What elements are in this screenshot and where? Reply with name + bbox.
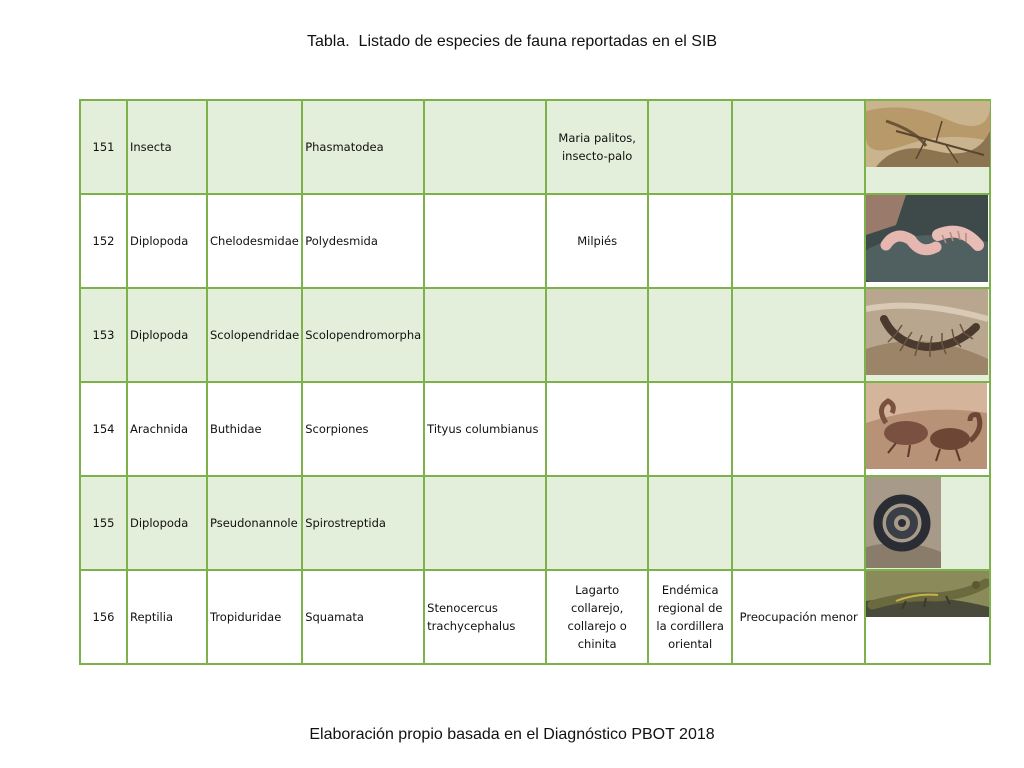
cell-class: Arachnida	[126, 381, 208, 477]
cell-photo	[864, 475, 992, 571]
cell-species	[423, 99, 548, 195]
cell-photo	[864, 569, 992, 665]
cell-family: Pseudonannole	[205, 475, 304, 571]
cell-photo	[864, 193, 992, 289]
cell-order: Scolopendromorpha	[301, 287, 426, 383]
cell-endemism	[647, 475, 734, 571]
table-row: 155 Diplopoda Pseudonannole Spirostrepti…	[79, 475, 992, 571]
cell-family: Scolopendridae	[205, 287, 304, 383]
cell-class: Diplopoda	[126, 193, 208, 289]
ciempies-photo	[866, 289, 989, 375]
table-caption: Elaboración propio basada en el Diagnóst…	[309, 726, 715, 743]
cell-order: Spirostreptida	[301, 475, 426, 571]
cell-number: 151	[79, 99, 128, 195]
table-row: 156 Reptilia Tropiduridae Squamata Steno…	[79, 569, 992, 665]
cell-endemism	[647, 99, 734, 195]
cell-number: 155	[79, 475, 128, 571]
cell-common-name	[545, 287, 650, 383]
cell-common-name: Milpiés	[545, 193, 650, 289]
table-row: 153 Diplopoda Scolopendridae Scolopendro…	[79, 287, 992, 383]
cell-species: Tityus columbianus	[423, 381, 548, 477]
cell-species	[423, 475, 548, 571]
cell-common-name	[545, 475, 650, 571]
cell-species: Stenocercus trachycephalus	[423, 569, 548, 665]
milpies-photo	[866, 195, 989, 282]
cell-endemism: Endémica regional de la cordillera orien…	[647, 569, 734, 665]
cell-family: Chelodesmidae	[205, 193, 304, 289]
cell-family	[205, 99, 304, 195]
cell-threat-category	[731, 287, 867, 383]
cell-photo	[864, 381, 992, 477]
cell-class: Diplopoda	[126, 287, 208, 383]
lagarto-photo	[866, 571, 990, 617]
cell-common-name: Maria palitos, insecto-palo	[545, 99, 650, 195]
table-row: 152 Diplopoda Chelodesmidae Polydesmida …	[79, 193, 992, 289]
cell-endemism	[647, 381, 734, 477]
cell-number: 156	[79, 569, 128, 665]
cell-family: Tropiduridae	[205, 569, 304, 665]
cell-endemism	[647, 287, 734, 383]
cell-species	[423, 287, 548, 383]
cell-threat-category	[731, 99, 867, 195]
cell-class: Insecta	[126, 99, 208, 195]
cell-order: Squamata	[301, 569, 426, 665]
cell-photo	[864, 287, 992, 383]
cell-threat-category	[731, 193, 867, 289]
cell-species	[423, 193, 548, 289]
fauna-species-table: 151 Insecta Phasmatodea Maria palitos, i…	[79, 99, 992, 665]
table-row: 151 Insecta Phasmatodea Maria palitos, i…	[79, 99, 992, 195]
cell-threat-category: Preocupación menor	[731, 569, 867, 665]
table-title: Tabla. Listado de especies de fauna repo…	[306, 33, 718, 50]
cell-order: Scorpiones	[301, 381, 426, 477]
cell-threat-category	[731, 475, 867, 571]
cell-photo	[864, 99, 992, 195]
cell-threat-category	[731, 381, 867, 477]
cell-number: 154	[79, 381, 128, 477]
cell-order: Phasmatodea	[301, 99, 426, 195]
cell-order: Polydesmida	[301, 193, 426, 289]
cell-number: 152	[79, 193, 128, 289]
insecto-palo-photo	[866, 101, 991, 167]
cell-class: Reptilia	[126, 569, 208, 665]
cell-endemism	[647, 193, 734, 289]
milpies-enrollado-photo	[866, 477, 942, 568]
escorpion-photo	[866, 383, 988, 469]
cell-class: Diplopoda	[126, 475, 208, 571]
cell-family: Buthidae	[205, 381, 304, 477]
cell-common-name	[545, 381, 650, 477]
table-row: 154 Arachnida Buthidae Scorpiones Tityus…	[79, 381, 992, 477]
cell-common-name: Lagarto collarejo, collarejo o chinita	[545, 569, 650, 665]
cell-number: 153	[79, 287, 128, 383]
